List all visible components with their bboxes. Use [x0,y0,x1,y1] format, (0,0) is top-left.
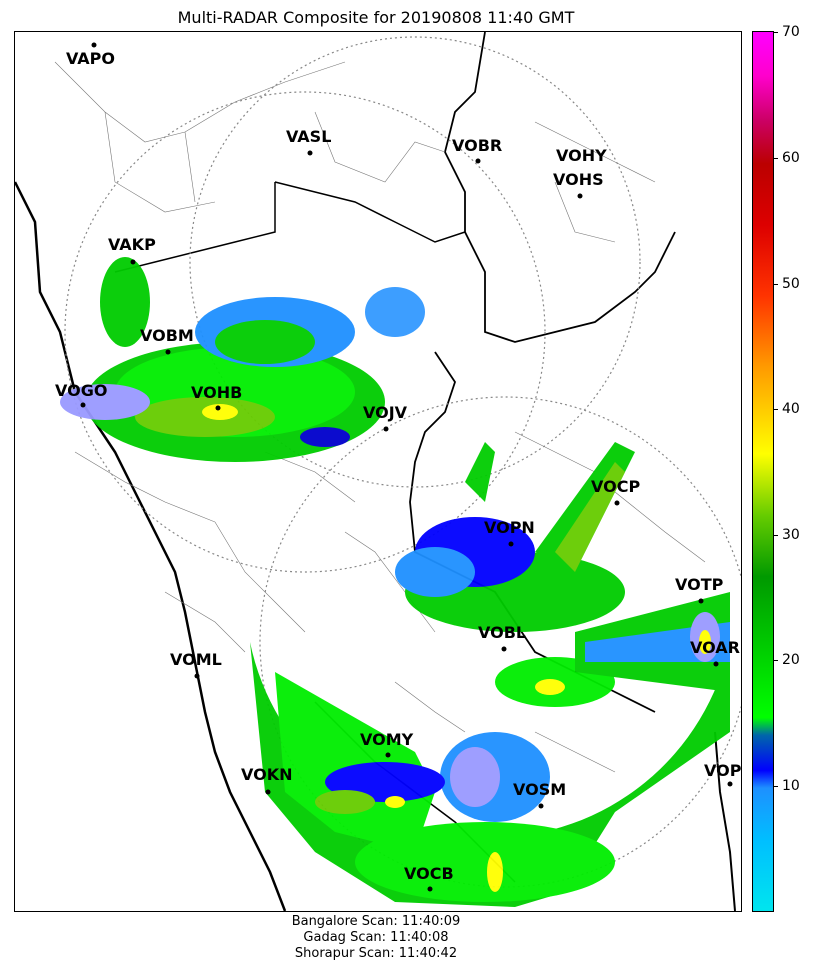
station-label-vogo: VOGO [55,381,108,400]
state-border [714,731,736,911]
radar-echoes-south [250,442,730,907]
colorbar-tick [773,660,778,661]
station-label-vosm: VOSM [513,780,567,799]
station-label-vohs: VOHS [553,170,604,189]
station-label-votp: VOTP [675,575,724,594]
station-label-vohy: VOHY [556,146,607,165]
colorbar-tick [773,409,778,410]
scan-time-gadag: Gadag Scan: 11:40:08 [303,930,449,945]
colorbar-label: 70 [782,24,800,40]
scan-times: Bangalore Scan: 11:40:09 Gadag Scan: 11:… [0,914,752,962]
station-label-vopc: VOPC [704,761,742,780]
station-label-vopn: VOPN [484,518,535,537]
state-border [274,181,466,243]
station-markers [80,42,733,892]
colorbar-label: 10 [782,778,800,794]
station-label-vocp: VOCP [591,477,641,496]
station-label-vobm: VOBM [140,326,194,345]
colorbar-tick [773,158,778,159]
scan-time-bangalore: Bangalore Scan: 11:40:09 [291,914,461,929]
radar-map: VAPO VASL VOBR VOHY VOHS VAKP VOBM VOGO … [14,31,742,912]
station-label-voml: VOML [170,650,222,669]
radar-echoes-west [60,257,425,462]
district-border [54,61,706,773]
station-label-vasl: VASL [286,127,332,146]
radar-map-canvas [15,32,741,911]
colorbar-label: 20 [782,652,800,668]
reflectivity-colorbar [752,31,774,912]
colorbar-label: 50 [782,276,800,292]
scan-time-shorapur: Shorapur Scan: 11:40:42 [294,946,458,961]
colorbar-tick [773,284,778,285]
station-label-vomy: VOMY [360,730,414,749]
colorbar-tick [773,32,778,33]
colorbar-label: 30 [782,527,800,543]
station-label-vapo: VAPO [66,49,116,68]
range-ring [189,36,641,488]
state-border [444,32,676,343]
colorbar-label: 40 [782,401,800,417]
colorbar-tick [773,786,778,787]
coastline [15,181,287,911]
station-label-vokn: VOKN [241,765,293,784]
station-label-voar: VOAR [690,638,740,657]
station-label-vohb: VOHB [191,383,243,402]
station-label-vocb: VOCB [404,864,454,883]
range-ring [64,91,546,573]
map-title: Multi-RADAR Composite for 20190808 11:40… [177,8,575,27]
colorbar-tick [773,535,778,536]
station-label-vobl: VOBL [478,623,527,642]
state-border [114,182,276,273]
station-label-vakp: VAKP [108,235,156,254]
station-label-vobr: VOBR [452,136,503,155]
colorbar-gradient [753,32,773,911]
colorbar-label: 60 [782,150,800,166]
station-label-vojv: VOJV [363,403,408,422]
